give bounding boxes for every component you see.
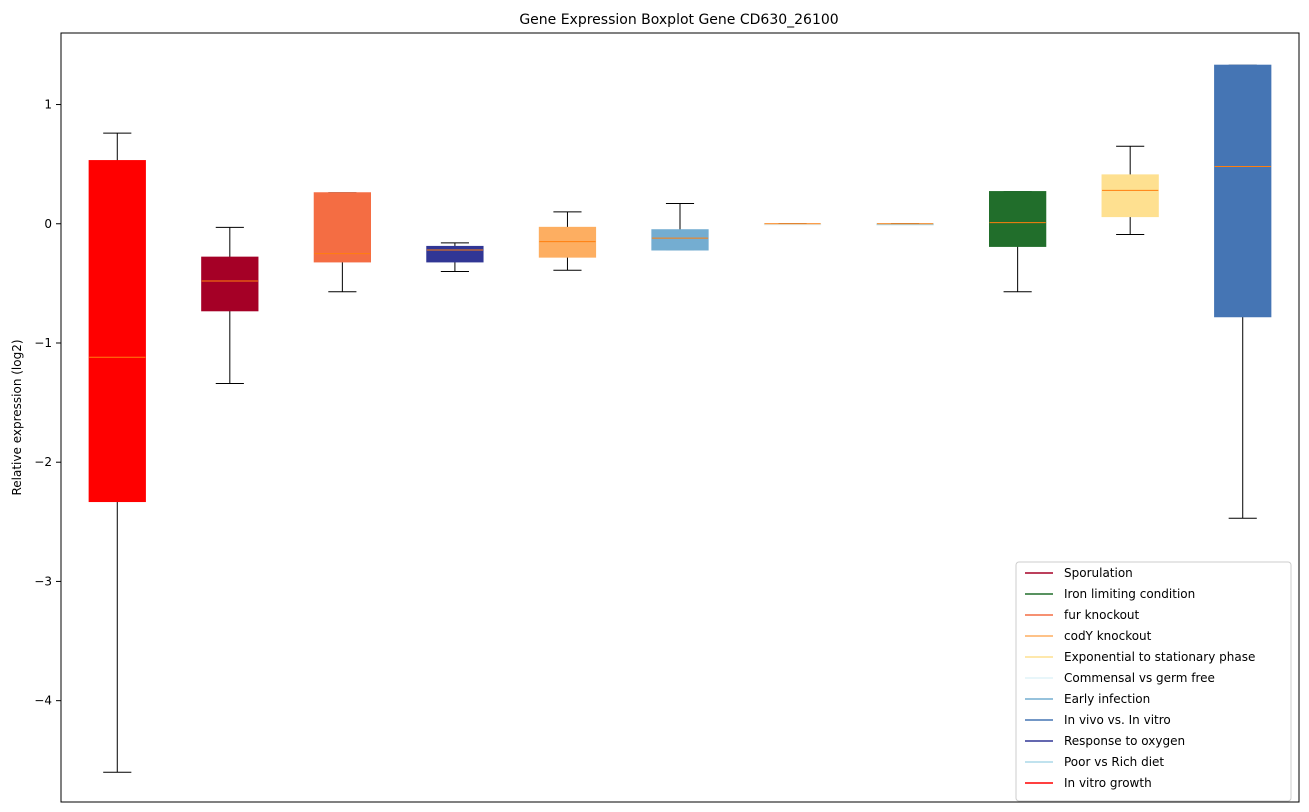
box-iqr xyxy=(88,160,146,503)
box-group xyxy=(1214,64,1272,519)
box-iqr xyxy=(651,229,709,251)
legend-label: Sporulation xyxy=(1064,566,1133,580)
legend-label: Iron limiting condition xyxy=(1064,587,1195,601)
y-tick-label: 1 xyxy=(44,98,52,112)
box-iqr xyxy=(989,191,1047,247)
y-tick-label: 0 xyxy=(44,217,52,231)
box-group xyxy=(201,226,259,385)
box-iqr xyxy=(426,245,484,263)
legend-label: codY knockout xyxy=(1064,629,1152,643)
y-axis-label: Relative expression (log2) xyxy=(10,339,24,495)
legend-label: Early infection xyxy=(1064,692,1150,706)
y-tick-label: −1 xyxy=(34,336,52,350)
y-tick-label: −2 xyxy=(34,455,52,469)
legend-label: In vitro growth xyxy=(1064,776,1152,790)
chart-title: Gene Expression Boxplot Gene CD630_26100 xyxy=(519,12,838,28)
legend-label: In vivo vs. In vitro xyxy=(1064,713,1171,727)
box-group xyxy=(876,223,934,226)
box-group xyxy=(763,223,822,226)
legend-label: Exponential to stationary phase xyxy=(1064,650,1255,664)
boxes-layer xyxy=(88,64,1272,773)
box-group xyxy=(313,192,371,293)
box-group xyxy=(538,211,597,271)
box-group xyxy=(1101,145,1159,235)
legend: Sporulation Iron limiting condition fur kn… xyxy=(1015,561,1292,802)
plot-area-frame xyxy=(60,32,1300,803)
legend-label: Commensal vs germ free xyxy=(1064,671,1215,685)
box-iqr xyxy=(1214,64,1272,318)
legend-label: Response to oxygen xyxy=(1064,734,1185,748)
box-iqr xyxy=(201,256,259,312)
legend-label: Poor vs Rich diet xyxy=(1064,755,1164,769)
box-group xyxy=(651,202,709,251)
y-axis-ticks: 1 0 −1 −2 −3 −4 xyxy=(34,98,61,708)
box-iqr xyxy=(538,226,597,258)
box-group xyxy=(989,191,1047,293)
y-tick-label: −3 xyxy=(34,574,52,588)
box-group xyxy=(426,242,484,272)
box-group xyxy=(88,132,146,773)
box-iqr xyxy=(313,192,371,263)
y-tick-label: −4 xyxy=(34,694,52,708)
legend-label: fur knockout xyxy=(1064,608,1140,622)
legend-box xyxy=(1015,561,1292,802)
box-iqr xyxy=(1101,174,1159,218)
